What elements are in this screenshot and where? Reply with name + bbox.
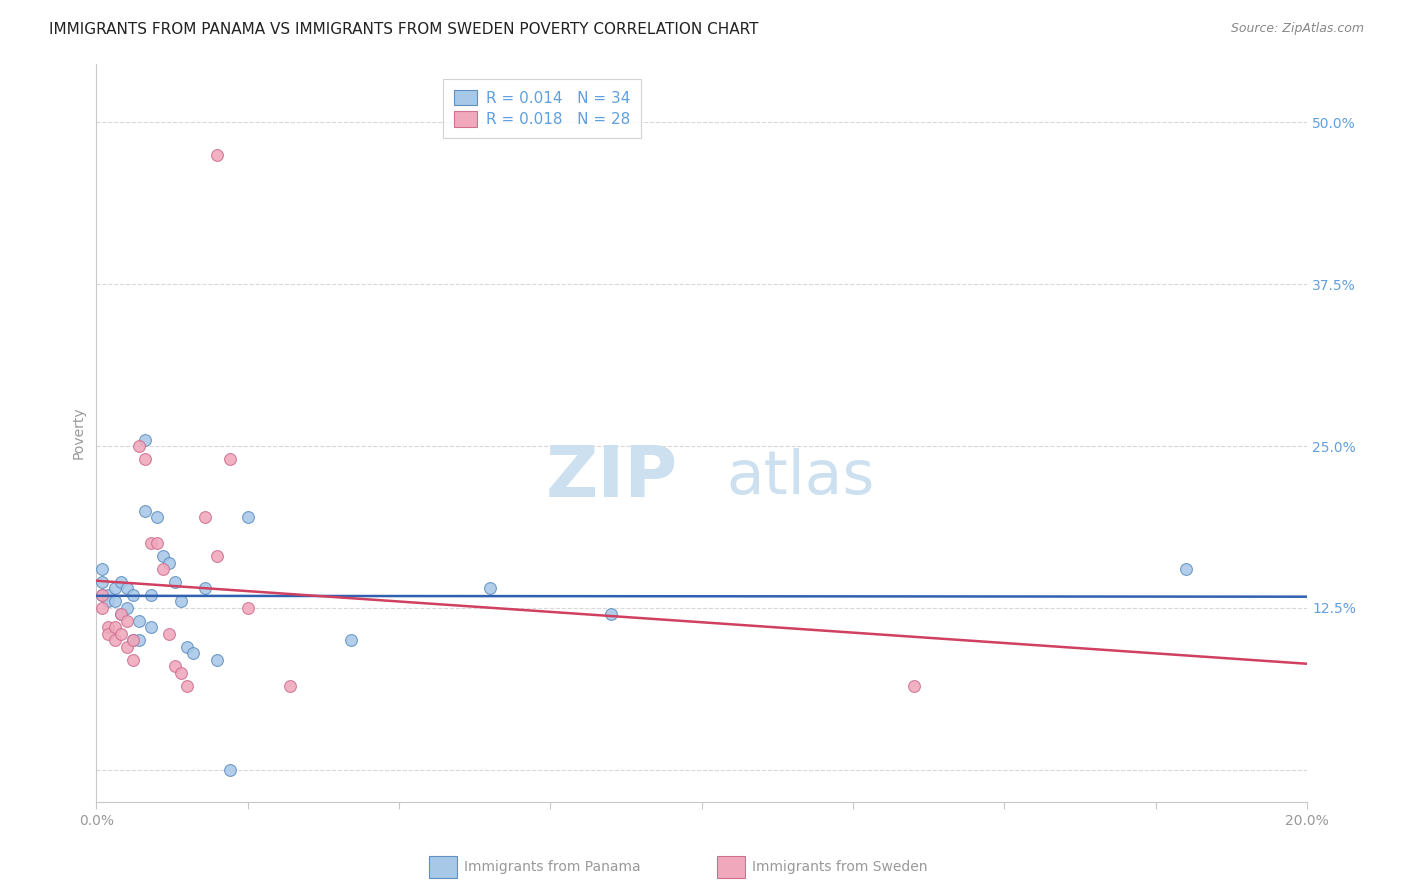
Point bbox=[134, 452, 156, 467]
Point bbox=[103, 620, 125, 634]
Point bbox=[97, 594, 120, 608]
Point bbox=[152, 549, 174, 563]
Point bbox=[600, 607, 623, 622]
Point bbox=[170, 665, 193, 680]
Point bbox=[103, 633, 125, 648]
Point bbox=[207, 549, 229, 563]
Point bbox=[218, 452, 240, 467]
Point bbox=[139, 588, 162, 602]
Point bbox=[165, 659, 187, 673]
Point bbox=[165, 574, 187, 589]
Point bbox=[110, 627, 132, 641]
Point bbox=[903, 679, 925, 693]
Point bbox=[134, 504, 156, 518]
Point bbox=[128, 633, 150, 648]
Point bbox=[121, 588, 143, 602]
Point bbox=[139, 620, 162, 634]
Text: Immigrants from Panama: Immigrants from Panama bbox=[464, 860, 641, 874]
Point bbox=[176, 640, 198, 654]
Point bbox=[152, 562, 174, 576]
Point bbox=[134, 433, 156, 447]
Text: IMMIGRANTS FROM PANAMA VS IMMIGRANTS FROM SWEDEN POVERTY CORRELATION CHART: IMMIGRANTS FROM PANAMA VS IMMIGRANTS FRO… bbox=[49, 22, 759, 37]
Point bbox=[339, 633, 361, 648]
Text: Immigrants from Sweden: Immigrants from Sweden bbox=[752, 860, 928, 874]
Point bbox=[91, 562, 114, 576]
Point bbox=[146, 536, 169, 550]
Point bbox=[97, 588, 120, 602]
Point bbox=[91, 588, 114, 602]
Point bbox=[139, 536, 162, 550]
Legend: R = 0.014   N = 34, R = 0.018   N = 28: R = 0.014 N = 34, R = 0.018 N = 28 bbox=[443, 79, 641, 137]
Point bbox=[278, 679, 301, 693]
Point bbox=[207, 147, 229, 161]
Point bbox=[218, 763, 240, 777]
Point bbox=[97, 627, 120, 641]
Point bbox=[1175, 562, 1198, 576]
Point bbox=[91, 601, 114, 615]
Point bbox=[194, 510, 217, 524]
Point bbox=[236, 510, 259, 524]
Text: atlas: atlas bbox=[725, 448, 875, 507]
Point bbox=[176, 679, 198, 693]
Point bbox=[478, 582, 501, 596]
Text: ZIP: ZIP bbox=[546, 443, 678, 512]
Point bbox=[91, 574, 114, 589]
Point bbox=[91, 588, 114, 602]
Point bbox=[128, 614, 150, 628]
Point bbox=[97, 620, 120, 634]
Point bbox=[128, 439, 150, 453]
Point bbox=[194, 582, 217, 596]
Point bbox=[121, 633, 143, 648]
Y-axis label: Poverty: Poverty bbox=[72, 407, 86, 459]
Point bbox=[157, 627, 180, 641]
Point bbox=[110, 607, 132, 622]
Point bbox=[115, 614, 138, 628]
Point bbox=[103, 582, 125, 596]
Point bbox=[181, 646, 204, 660]
Point bbox=[207, 653, 229, 667]
Point bbox=[146, 510, 169, 524]
Point bbox=[110, 607, 132, 622]
Point bbox=[115, 640, 138, 654]
Point bbox=[115, 601, 138, 615]
Point bbox=[236, 601, 259, 615]
Text: Source: ZipAtlas.com: Source: ZipAtlas.com bbox=[1230, 22, 1364, 36]
Point bbox=[157, 556, 180, 570]
Point bbox=[121, 633, 143, 648]
Point bbox=[110, 574, 132, 589]
Point bbox=[103, 594, 125, 608]
Point bbox=[121, 653, 143, 667]
Point bbox=[115, 582, 138, 596]
Point bbox=[170, 594, 193, 608]
